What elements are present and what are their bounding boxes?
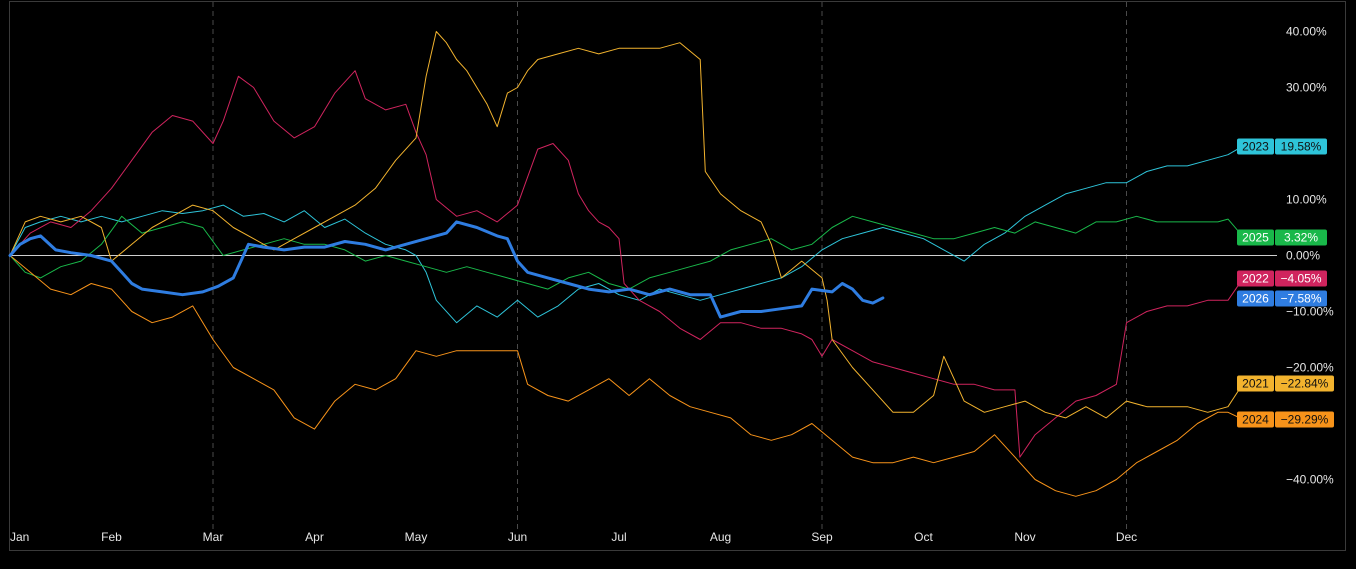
end-label-value-box [1275, 270, 1327, 287]
end-label-year: 2024 [1242, 413, 1269, 427]
end-label-2024: 2024 −29.29% [1237, 411, 1334, 428]
x-tick-label: Jul [611, 530, 626, 544]
end-label-value-box [1275, 138, 1327, 155]
end-label-value-box [1275, 375, 1334, 392]
series-line-2025 [9, 215, 1244, 290]
x-axis-ticks: Jan Feb Mar Apr May Jun Jul Aug Sep Oct Nov Dec [10, 530, 1137, 544]
end-label-value: 3.32% [1284, 231, 1318, 245]
end-label-value-box [1275, 290, 1327, 307]
end-label-2021: 2021 −22.84% [1237, 375, 1334, 392]
end-label-year: 2022 [1242, 272, 1269, 286]
end-label-value: −4.05% [1280, 272, 1321, 286]
y-tick-label: −40.00% [1286, 473, 1334, 487]
end-label-value: 19.58% [1281, 140, 1322, 154]
end-label-2023: 2023 19.58% [1237, 138, 1327, 155]
y-tick-label: 10.00% [1286, 193, 1327, 207]
end-label-2025: 2025 3.32% [1237, 229, 1327, 246]
x-tick-label: Sep [811, 530, 833, 544]
y-tick-label: 40.00% [1286, 25, 1327, 39]
chart-frame [9, 1, 1346, 551]
end-label-year-box [1237, 290, 1274, 307]
x-tick-label: Nov [1014, 530, 1035, 544]
end-label-year-box [1237, 375, 1274, 392]
x-tick-label: Oct [914, 530, 933, 544]
grid-lines [212, 2, 1127, 530]
y-tick-label: −10.00% [1286, 305, 1334, 319]
series-lines [8, 31, 1244, 497]
y-tick-label: 0.00% [1286, 249, 1320, 263]
end-label-year: 2021 [1242, 377, 1269, 391]
end-label-year-box [1237, 411, 1274, 428]
end-label-year-box [1237, 229, 1274, 246]
end-label-value: −22.84% [1281, 377, 1329, 391]
end-label-2022: 2022 −4.05% [1237, 270, 1327, 287]
end-label-2026: 2026 −7.58% [1237, 290, 1327, 307]
x-tick-label: Apr [305, 530, 324, 544]
series-line-2023 [9, 145, 1244, 324]
series-end-labels: 2023 19.58% 2025 3.32% 2022 −4.05% 2021 −22.84%… [1237, 138, 1334, 428]
series-line-2022 [9, 70, 1244, 458]
end-label-value: −29.29% [1281, 413, 1329, 427]
end-label-value-box [1275, 411, 1334, 428]
series-line-2024 [9, 255, 1244, 497]
end-label-year: 2023 [1242, 140, 1269, 154]
x-tick-label: Jan [10, 530, 29, 544]
end-label-value: −7.58% [1280, 292, 1321, 306]
x-tick-label: Aug [710, 530, 731, 544]
end-label-year-box [1237, 138, 1274, 155]
x-tick-label: Mar [203, 530, 224, 544]
series-line-2021 [9, 31, 1244, 419]
y-tick-label: −20.00% [1286, 361, 1334, 375]
x-tick-label: Jun [508, 530, 527, 544]
x-tick-label: Dec [1116, 530, 1137, 544]
x-tick-label: Feb [101, 530, 122, 544]
y-axis-ticks: 40.00% 30.00% 10.00% 0.00% −10.00% −20.00% −40… [1286, 25, 1334, 487]
end-label-year: 2026 [1242, 292, 1269, 306]
x-tick-label: May [405, 530, 428, 544]
series-line-2026 [8, 220, 885, 319]
end-label-year: 2025 [1242, 231, 1269, 245]
end-label-year-box [1237, 270, 1274, 287]
end-label-value-box [1275, 229, 1327, 246]
y-tick-label: 30.00% [1286, 81, 1327, 95]
